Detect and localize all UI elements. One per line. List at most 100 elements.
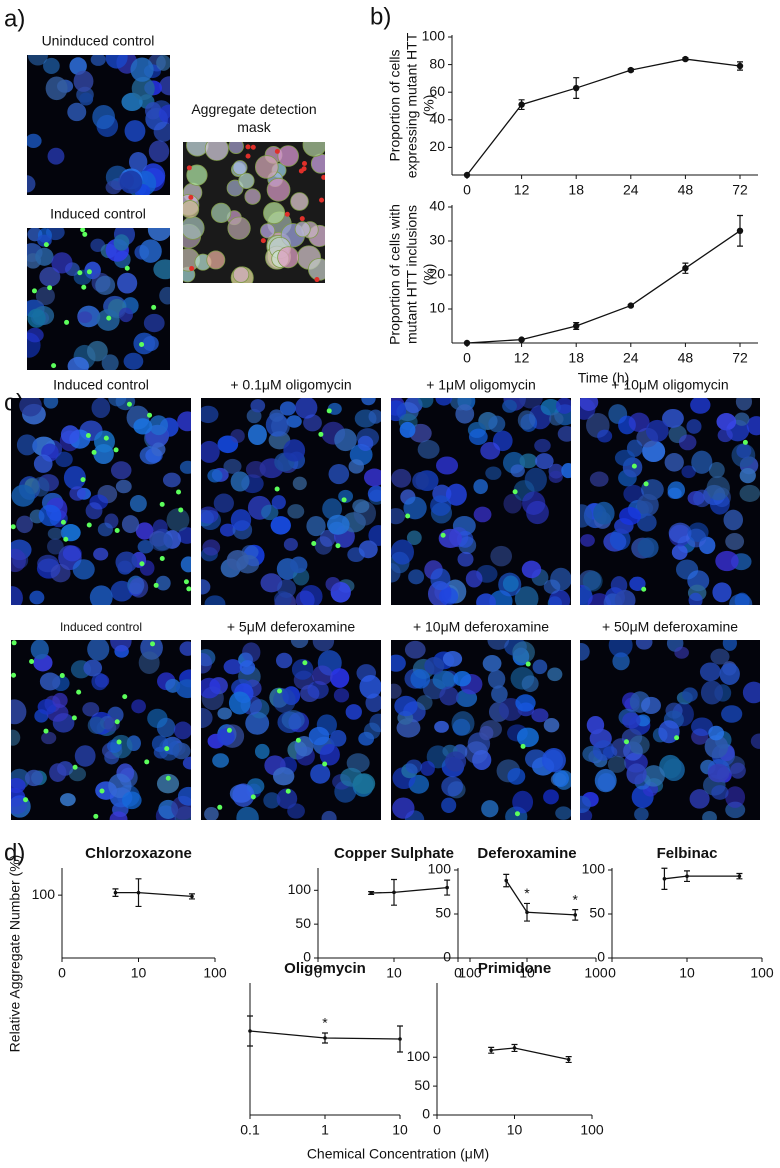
cell (95, 275, 116, 296)
aggregate (43, 728, 49, 734)
aggregate (139, 561, 145, 567)
micrograph (201, 640, 381, 820)
cell (67, 356, 89, 370)
aggregate (183, 579, 189, 585)
cell (436, 456, 459, 475)
data-point (662, 877, 667, 881)
cell (642, 765, 665, 787)
cell (85, 502, 103, 520)
cell (306, 515, 326, 537)
aggregate (250, 794, 256, 800)
cell (159, 286, 170, 305)
aggregate (85, 433, 91, 439)
cell (27, 327, 44, 343)
cell (43, 398, 59, 409)
x-tick-label: 0 (463, 350, 471, 366)
cell (272, 688, 296, 713)
x-tick-label: 72 (732, 182, 748, 198)
aggregate (318, 431, 324, 437)
cell (35, 247, 54, 266)
cell (479, 725, 494, 741)
cell (451, 711, 475, 736)
cell (430, 568, 451, 591)
cell (357, 435, 374, 451)
cell (250, 399, 266, 413)
data-line (491, 1047, 569, 1061)
data-point (736, 62, 744, 70)
data-point (566, 1057, 571, 1062)
aggregate (116, 739, 122, 745)
x-tick-label: 0 (314, 965, 322, 981)
cell (592, 740, 615, 761)
cell (51, 252, 73, 274)
y-tick-label: 20 (429, 266, 445, 282)
aggregate (276, 688, 282, 694)
aggregate-marker (186, 165, 192, 171)
aggregate (341, 497, 347, 503)
cell (119, 170, 143, 194)
cell (16, 515, 33, 534)
aggregate (159, 501, 165, 507)
cell (183, 200, 200, 219)
cell (202, 539, 221, 556)
cell (512, 641, 535, 664)
cell (147, 228, 170, 241)
cell (50, 564, 71, 583)
cell (47, 147, 65, 165)
aggregate (311, 541, 317, 547)
cell (391, 654, 406, 672)
micrograph (183, 142, 325, 283)
cell (69, 486, 86, 501)
data-point (682, 55, 689, 63)
cell (223, 458, 242, 474)
cell (552, 770, 569, 787)
cell (135, 522, 154, 540)
cell (247, 424, 267, 446)
cell (287, 504, 305, 519)
cell (526, 500, 549, 525)
cell (507, 767, 526, 785)
cell (277, 246, 300, 269)
cell (31, 476, 50, 497)
aggregate (81, 284, 87, 290)
aggregate (159, 556, 165, 562)
aggregate-marker (245, 153, 251, 159)
cell (108, 398, 127, 407)
cell (131, 699, 146, 714)
aggregate-marker (299, 216, 305, 222)
cell (186, 142, 209, 157)
cell (612, 652, 630, 671)
data-point (737, 874, 742, 878)
cell (453, 670, 472, 687)
cell (645, 419, 669, 442)
data-point (573, 913, 578, 917)
cell (580, 534, 595, 547)
cell (636, 493, 659, 516)
data-line (115, 891, 193, 898)
cell (129, 495, 147, 513)
y-tick-label: 40 (429, 111, 445, 127)
cell (488, 415, 506, 433)
aggregate (295, 737, 301, 743)
cell (72, 559, 95, 580)
cell (635, 640, 653, 650)
cell (589, 471, 609, 487)
aggregate-marker (321, 174, 325, 180)
aggregate (631, 463, 637, 469)
image-label: + 50μM deferoxamine (602, 619, 738, 635)
cell (485, 466, 502, 480)
cell (416, 695, 433, 711)
cell (719, 663, 740, 685)
cell (67, 102, 87, 122)
cell (254, 155, 279, 179)
cell (473, 479, 488, 495)
cell (180, 556, 191, 573)
cell (555, 806, 571, 820)
aggregate (302, 660, 308, 666)
aggregate (71, 715, 77, 721)
aggregate (405, 513, 411, 519)
cell (702, 810, 717, 820)
y-tick-label: 50 (414, 1077, 430, 1093)
cell (671, 544, 688, 560)
cell (230, 509, 252, 532)
